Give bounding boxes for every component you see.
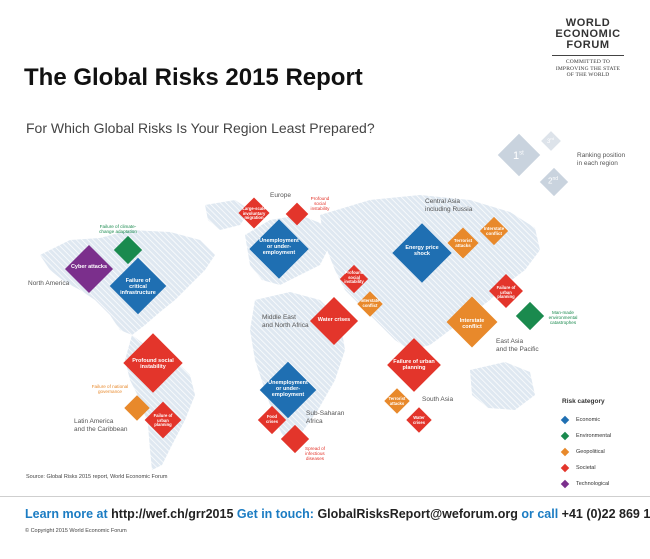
footer-url-link[interactable]: http://wef.ch/grr2015	[111, 507, 234, 521]
legend-item-technological: Technological	[576, 481, 610, 487]
region-central-asia: Central Asia including Russia	[425, 198, 472, 214]
diamond-me-water-crises	[309, 296, 359, 346]
label-ss-infectious: Spread of infectious diseases	[305, 446, 325, 462]
logo-rule	[552, 55, 624, 56]
logo-tagline-2: IMPROVING THE STATE	[555, 65, 621, 72]
label-me-water-crises: Water crises	[317, 317, 351, 323]
diamond-la-social-instability	[123, 333, 183, 393]
label-eu-social-instability: Profound social instability	[310, 196, 330, 212]
diamond-sa-urban-planning	[387, 338, 441, 392]
legend-title: Risk category	[562, 398, 605, 405]
diamond-ss-infectious	[280, 424, 310, 454]
rank-1-label: 1st	[513, 150, 524, 162]
region-latin-america-1: Latin America	[74, 418, 114, 425]
diamond-me-social-instability	[339, 264, 369, 294]
diamond-ca-terrorist	[447, 227, 479, 259]
logo-tagline-3: OF THE WORLD	[566, 72, 610, 78]
diamond-sa-terrorist	[384, 388, 410, 414]
label-na-critical-infrastructure: Failure of critical infrastructure	[120, 278, 156, 297]
footer-divider	[0, 496, 650, 497]
label-ca-energy-price: Energy price shock	[405, 245, 439, 258]
label-eu-unemployment: Unemployment or under-employment	[259, 238, 299, 257]
logo-tagline-1: COMMITTED TO	[565, 59, 611, 65]
diamond-eu-social-instability	[285, 202, 309, 226]
diamond-ea-urban-planning	[489, 274, 523, 308]
legend-item-societal: Societal	[576, 465, 596, 471]
label-sa-terrorist: Terrorist attacks	[388, 396, 406, 406]
legend-item-economic: Economic	[576, 417, 601, 423]
label-ss-food-crises: Food crises	[265, 414, 279, 424]
region-east-asia-2: and the Pacific	[496, 346, 539, 353]
diamond-la-urban-planning	[144, 401, 182, 439]
footer-touch: Get in touch:	[236, 507, 314, 521]
region-ssa: Sub-Saharan Africa	[306, 410, 344, 426]
ranking-caption-1: Ranking position	[577, 152, 626, 159]
region-east-asia-1: East Asia	[496, 338, 524, 345]
region-central-asia-2: including Russia	[425, 206, 473, 213]
label-ea-urban-planning: Failure of urban planning	[496, 285, 516, 300]
label-la-social-instability: Profound social instability	[132, 358, 174, 371]
label-ca-terrorist: Terrorist attacks	[453, 238, 473, 249]
label-ea-interstate: Interstate conflict	[459, 318, 485, 331]
label-me-social-instability: Profound social instability	[344, 270, 364, 285]
region-mena: Middle East and North Africa	[262, 314, 309, 330]
continent-australia	[470, 362, 535, 410]
label-la-national-governance: Failure of national governance	[91, 384, 129, 395]
logo-line-2: ECONOMIC	[555, 28, 621, 40]
label-sa-water-crises: Water crises	[412, 415, 426, 425]
diamond-ca-energy-price	[392, 223, 452, 283]
source-note: Source: Global Risks 2015 report, World …	[26, 474, 168, 480]
copyright: © Copyright 2015 World Economic Forum	[25, 528, 127, 534]
rank-2-label: 2nd	[548, 176, 559, 186]
label-sa-urban-planning: Failure of urban planning	[393, 359, 435, 372]
region-mena-2: and North Africa	[262, 322, 309, 329]
diamond-na-cyber-attacks	[64, 244, 114, 294]
wef-logo: WORLD ECONOMIC FORUM COMMITTED TO IMPROV…	[548, 18, 628, 79]
diamond-eu-migration	[238, 197, 270, 229]
label-na-climate-adaptation: Failure of climate-change adaptation	[99, 224, 137, 235]
footer-learn: Learn more at	[25, 507, 108, 521]
diamond-ea-man-made	[515, 301, 545, 331]
logo-line-3: FORUM	[566, 39, 610, 51]
legend-item-environmental: Environmental	[576, 433, 612, 439]
footer-contact: Learn more at http://wef.ch/grr2015 Get …	[25, 507, 650, 521]
logo-line-1: WORLD	[565, 17, 611, 29]
label-ca-interstate: Interstate conflict	[483, 226, 505, 237]
region-europe: Europe	[270, 192, 291, 199]
ranking-caption: Ranking position in each region	[577, 152, 625, 168]
region-south-asia: South Asia	[422, 396, 454, 403]
label-na-cyber-attacks: Cyber attacks	[70, 264, 108, 270]
ranking-caption-2: in each region	[577, 160, 618, 167]
page-subtitle: For Which Global Risks Is Your Region Le…	[26, 120, 375, 136]
region-central-asia-1: Central Asia	[425, 198, 461, 205]
label-eu-migration: Large-scale involuntary migration	[242, 206, 266, 221]
region-ssa-2: Africa	[306, 418, 323, 425]
diamond-eu-unemployment	[249, 219, 309, 279]
region-mena-1: Middle East	[262, 314, 296, 321]
region-latin-america-2: and the Caribbean	[74, 426, 128, 433]
rank-3-label: 3rd	[547, 136, 554, 145]
diamond-me-interstate	[357, 291, 383, 317]
diamond-la-national-governance	[124, 395, 150, 421]
label-ss-unemployment: Unemployment or under-employment	[268, 380, 308, 399]
label-la-urban-planning: Failure of urban planning	[153, 413, 173, 428]
page-title: The Global Risks 2015 Report	[24, 64, 363, 91]
label-ea-man-made: Man-made environmental catastrophes	[548, 310, 578, 326]
footer-email-link[interactable]: GlobalRisksReport@weforum.org	[317, 507, 518, 521]
rank-2-diamond	[539, 167, 569, 197]
region-ssa-1: Sub-Saharan	[306, 410, 345, 417]
footer-phone: +41 (0)22 869 1212	[561, 507, 650, 521]
diamond-sa-water-crises	[406, 407, 432, 433]
region-north-america: North America	[28, 280, 70, 287]
legend-item-geopolitical: Geopolitical	[576, 449, 605, 455]
diamond-ss-food-crises	[257, 405, 287, 435]
label-me-interstate: Interstate conflict	[360, 298, 380, 308]
footer-call: or call	[521, 507, 559, 521]
region-east-asia: East Asia and the Pacific	[496, 338, 539, 354]
ranking-key	[497, 131, 569, 197]
region-latin-america: Latin America and the Caribbean	[74, 418, 128, 434]
continent-greenland	[205, 200, 250, 230]
